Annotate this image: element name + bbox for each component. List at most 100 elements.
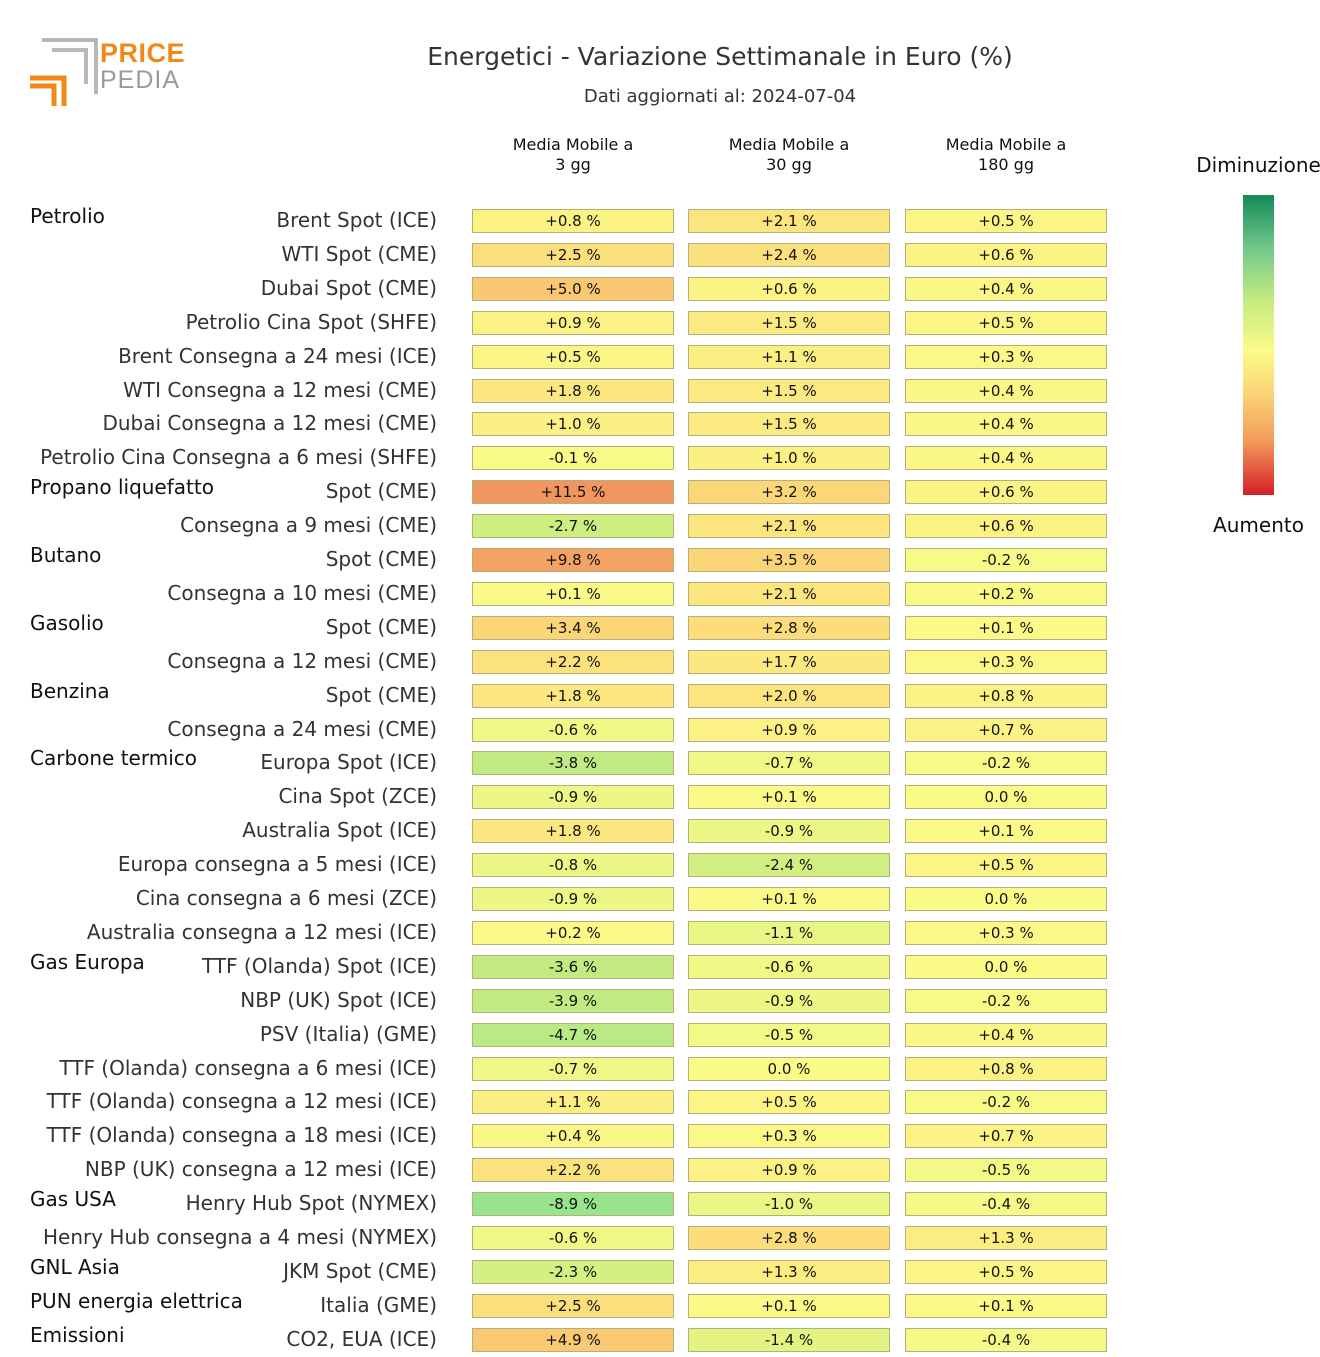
heatmap-cell: +0.3 %: [905, 920, 1107, 945]
heatmap-cell: -0.5 %: [905, 1158, 1107, 1183]
column-header: Media Mobile a 3 gg: [512, 135, 634, 174]
column-header: Media Mobile a 30 gg: [728, 135, 850, 174]
heatmap-cell: +0.3 %: [688, 1124, 890, 1149]
heatmap-cell: +4.9 %: [472, 1327, 674, 1352]
heatmap-cell: +0.5 %: [472, 344, 674, 369]
row-label: Italia (GME): [320, 1292, 437, 1317]
heatmap-cell: +0.8 %: [905, 683, 1107, 708]
column-header: Media Mobile a 180 gg: [945, 135, 1067, 174]
row-label: Australia consegna a 12 mesi (ICE): [86, 919, 437, 944]
heatmap-cell: -0.4 %: [905, 1192, 1107, 1217]
row-label: Europa consegna a 5 mesi (ICE): [117, 852, 437, 877]
legend-top-label: Diminuzione: [1196, 153, 1320, 177]
heatmap-cell: +0.1 %: [688, 887, 890, 911]
heatmap-cell: -0.1 %: [472, 446, 674, 471]
heatmap-cell: -4.7 %: [472, 1022, 674, 1047]
heatmap-cell: -0.2 %: [905, 988, 1107, 1013]
heatmap-cell: +0.3 %: [905, 649, 1107, 674]
row-label: Spot (CME): [325, 682, 437, 707]
heatmap-cell: +1.3 %: [905, 1226, 1107, 1250]
heatmap-cell: +3.5 %: [688, 548, 890, 572]
group-label: GNL Asia: [30, 1254, 120, 1279]
heatmap-cell: +1.0 %: [472, 412, 674, 437]
heatmap-cell: +1.8 %: [472, 683, 674, 708]
heatmap-cell: +0.6 %: [905, 242, 1107, 267]
row-label: TTF (Olanda) consegna a 18 mesi (ICE): [46, 1123, 437, 1148]
heatmap-cell: +0.4 %: [472, 1124, 674, 1149]
heatmap-cell: +0.1 %: [905, 819, 1107, 844]
heatmap-cell: +2.1 %: [688, 581, 890, 606]
heatmap-cell: -0.7 %: [688, 751, 890, 776]
heatmap-cell: +0.9 %: [472, 310, 674, 335]
row-label: Cina Spot (ZCE): [278, 784, 437, 809]
heatmap-cell: -0.6 %: [472, 717, 674, 742]
heatmap-cell: +1.1 %: [472, 1090, 674, 1115]
heatmap-cell: -1.4 %: [688, 1327, 890, 1352]
row-label: Consegna a 9 mesi (CME): [180, 513, 437, 538]
row-label: Spot (CME): [325, 614, 437, 639]
heatmap-cell: +2.0 %: [688, 683, 890, 708]
heatmap-cell: -0.2 %: [905, 751, 1107, 776]
heatmap-cell: +1.5 %: [688, 310, 890, 335]
chart-subtitle: Dati aggiornati al: 2024-07-04: [583, 86, 857, 107]
row-label: Petrolio Cina Spot (SHFE): [185, 309, 437, 334]
heatmap-cell: -3.9 %: [472, 988, 674, 1013]
heatmap-cell: +9.8 %: [472, 548, 674, 572]
heatmap-cell: -0.8 %: [472, 853, 674, 878]
heatmap-cell: 0.0 %: [688, 1056, 890, 1081]
heatmap-cell: +1.7 %: [688, 649, 890, 674]
heatmap-cell: +3.4 %: [472, 615, 674, 640]
heatmap-cell: +0.4 %: [905, 1022, 1107, 1047]
group-label: Emissioni: [30, 1322, 125, 1347]
heatmap-cell: -0.4 %: [905, 1327, 1107, 1352]
heatmap-cell: +0.1 %: [472, 581, 674, 606]
row-label: TTF (Olanda) Spot (ICE): [201, 953, 437, 978]
row-label: Spot (CME): [325, 479, 437, 504]
row-label: NBP (UK) consegna a 12 mesi (ICE): [84, 1157, 437, 1182]
row-label: Consegna a 10 mesi (CME): [167, 580, 437, 605]
row-label: Brent Consegna a 24 mesi (ICE): [118, 343, 437, 368]
heatmap-cell: +0.9 %: [688, 1158, 890, 1183]
heatmap-cell: +1.5 %: [688, 378, 890, 403]
heatmap-cell: -0.9 %: [688, 988, 890, 1013]
heatmap-cell: +1.5 %: [688, 412, 890, 437]
heatmap-cell: +3.2 %: [688, 480, 890, 505]
heatmap-cell: -0.6 %: [688, 954, 890, 979]
heatmap-cell: +0.8 %: [905, 1056, 1107, 1081]
row-label: Dubai Spot (CME): [260, 275, 437, 300]
heatmap-cell: +1.3 %: [688, 1259, 890, 1284]
pricepedia-logo: PRICE PEDIA: [28, 36, 188, 108]
heatmap-cell: +2.2 %: [472, 649, 674, 674]
heatmap-cell: +0.4 %: [905, 412, 1107, 437]
group-label: Butano: [30, 543, 102, 567]
heatmap-cell: +0.1 %: [688, 1293, 890, 1318]
group-label: Gas USA: [30, 1187, 116, 1212]
heatmap-cell: +1.8 %: [472, 819, 674, 844]
heatmap-cell: -1.1 %: [688, 920, 890, 945]
logo-text-pedia: PEDIA: [100, 66, 181, 94]
heatmap-cell: +0.1 %: [905, 1293, 1107, 1318]
row-label: JKM Spot (CME): [283, 1258, 437, 1283]
group-label: Gasolio: [30, 610, 104, 635]
heatmap-cell: +0.6 %: [688, 276, 890, 301]
logo-mark: [30, 38, 98, 106]
row-label: Henry Hub Spot (NYMEX): [185, 1191, 437, 1216]
heatmap-cell: -0.9 %: [688, 819, 890, 844]
heatmap-cell: +0.4 %: [905, 276, 1107, 301]
heatmap-cell: +2.8 %: [688, 615, 890, 640]
chart-title: Energetici - Variazione Settimanale in E…: [427, 42, 1013, 71]
heatmap-cell: +2.5 %: [472, 242, 674, 267]
row-label: NBP (UK) Spot (ICE): [240, 987, 437, 1012]
heatmap-cell: -0.2 %: [905, 1090, 1107, 1115]
row-label: Consegna a 24 mesi (CME): [167, 716, 437, 741]
row-label: Cina consegna a 6 mesi (ZCE): [135, 886, 437, 910]
heatmap-cell: +0.2 %: [905, 581, 1107, 606]
heatmap-cell: +0.5 %: [905, 310, 1107, 335]
heatmap-cell: -0.5 %: [688, 1022, 890, 1047]
heatmap-cell: -0.7 %: [472, 1056, 674, 1081]
heatmap-cell: -0.9 %: [472, 785, 674, 810]
heatmap-cell: +2.2 %: [472, 1158, 674, 1183]
heatmap-cell: +5.0 %: [472, 276, 674, 301]
heatmap-cell: +1.0 %: [688, 446, 890, 471]
heatmap-cell: -2.4 %: [688, 853, 890, 878]
